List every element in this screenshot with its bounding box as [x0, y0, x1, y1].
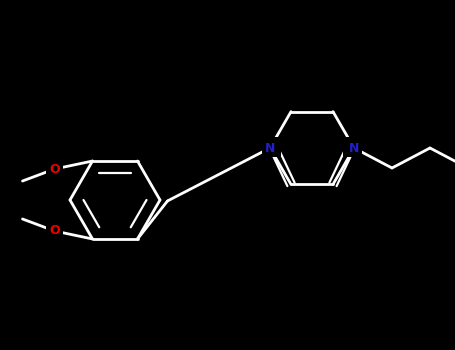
Text: O: O — [49, 224, 60, 237]
Text: O: O — [346, 140, 356, 153]
Text: O: O — [49, 162, 60, 176]
Text: O: O — [268, 140, 278, 153]
Text: N: N — [349, 141, 359, 154]
Text: N: N — [265, 141, 275, 154]
